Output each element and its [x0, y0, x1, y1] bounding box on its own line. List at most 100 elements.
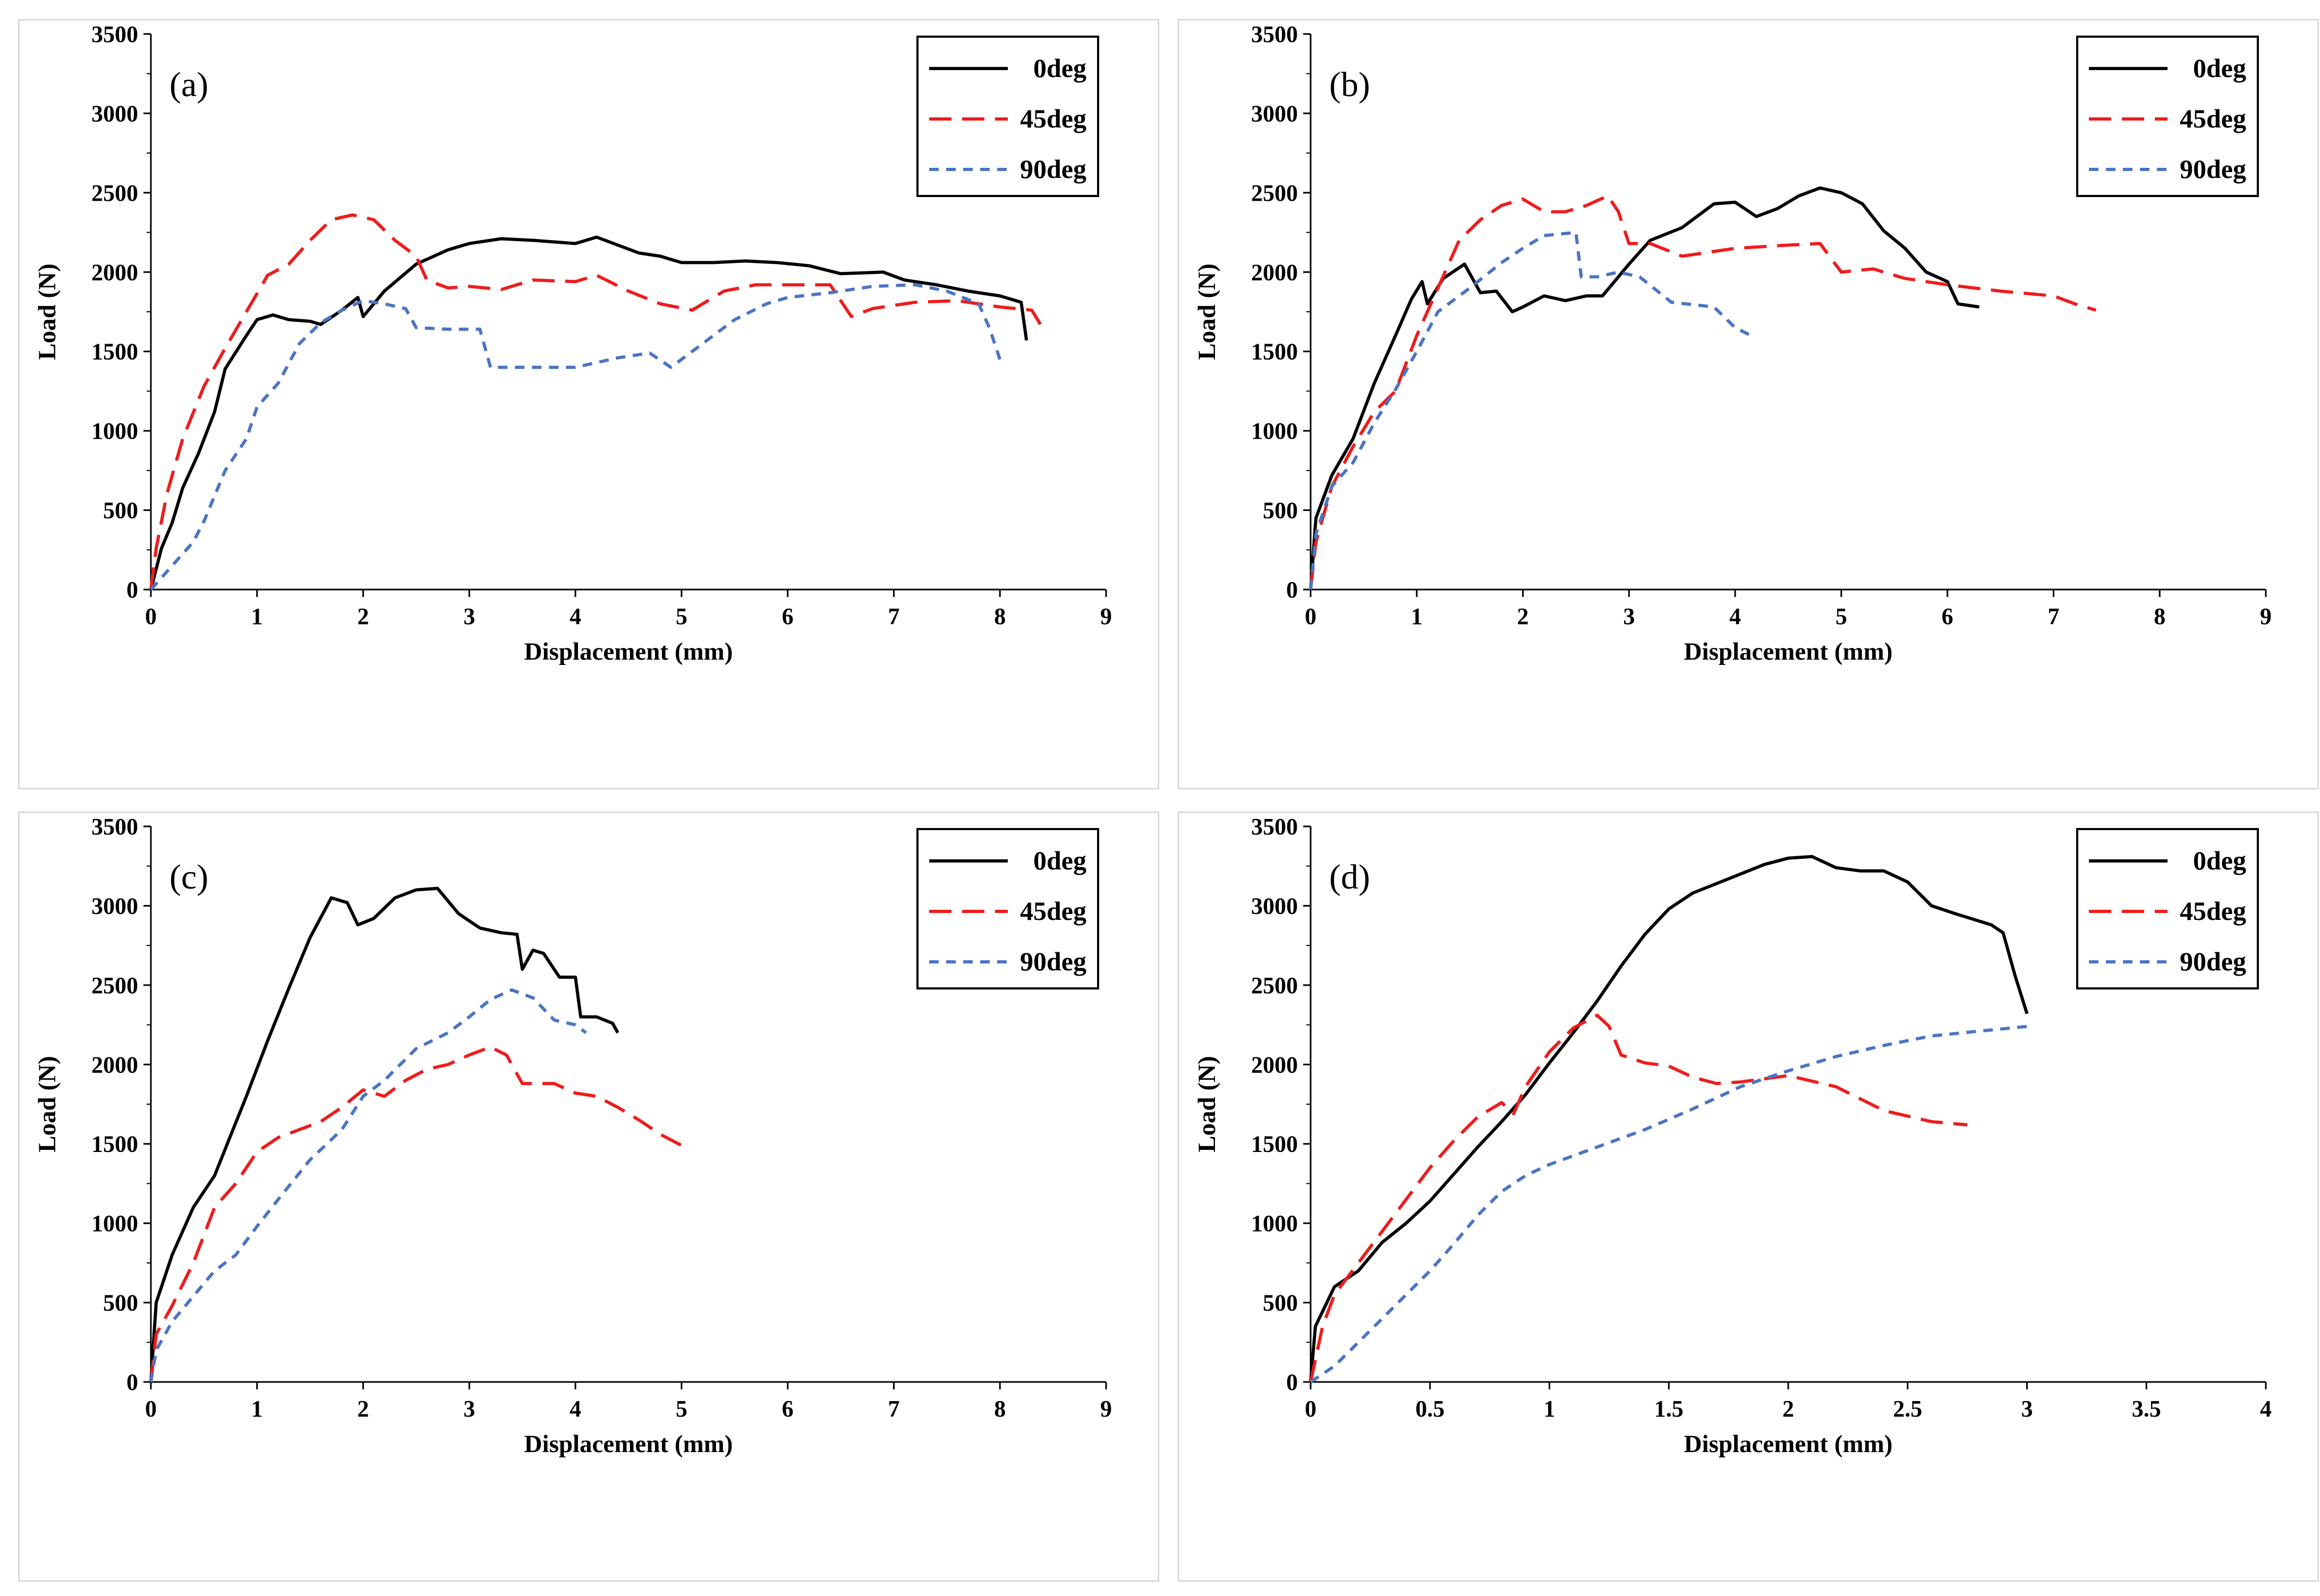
y-tick-label: 1000	[91, 1210, 138, 1236]
chart-panel-a: 0 500 1000 1500 2000 2500 3000 3500 0 1 2 3 4 5 6 7 8 9 Di…	[18, 19, 1159, 789]
y-axis-title: Load (N)	[1193, 1056, 1221, 1152]
y-tick-label: 500	[1263, 498, 1298, 524]
y-tick-label: 2500	[91, 972, 138, 998]
legend-label-45deg: 45deg	[1020, 104, 1086, 133]
chart-panel-b: 0 500 1000 1500 2000 2500 3000 3500 0 1 2 3 4 5 6 7 8 9 Di…	[1178, 19, 2319, 789]
series-line-90deg	[149, 988, 587, 1382]
x-tick-label: 1	[251, 1396, 263, 1422]
y-tick-label: 2500	[1251, 180, 1298, 206]
y-tick-label: 0	[1286, 1369, 1298, 1395]
legend: 0deg 45deg 90deg	[916, 36, 1099, 197]
x-tick-label: 6	[1942, 603, 1953, 629]
x-axis-title: Displacement (mm)	[1684, 638, 1893, 665]
x-tick-label: 1	[1544, 1396, 1556, 1422]
x-tick-label: 9	[1100, 603, 1112, 629]
x-tick-label: 1	[251, 603, 263, 629]
y-axis-title: Load (N)	[33, 263, 61, 360]
legend-label-45deg: 45deg	[1020, 896, 1086, 926]
y-tick-label: 3000	[91, 100, 138, 126]
series-line-90deg	[1309, 231, 1752, 590]
x-tick-label: 4	[570, 603, 581, 629]
series-line-0deg	[1309, 855, 2029, 1382]
x-tick-label: 9	[2260, 603, 2272, 629]
x-tick-label: 7	[2047, 603, 2059, 629]
x-tick-label: 4	[2260, 1396, 2272, 1422]
y-tick-label: 3000	[91, 893, 138, 919]
chart-panel-d: 0 500 1000 1500 2000 2500 3000 3500 0 0.5 1 1.5 2 2.5…	[1178, 812, 2319, 1582]
legend-label-90deg: 90deg	[1020, 154, 1086, 184]
x-tick-label: 6	[782, 1396, 794, 1422]
y-tick-label: 1500	[91, 1131, 138, 1157]
series-line-0deg	[149, 886, 619, 1382]
x-tick-label: 9	[1100, 1396, 1112, 1422]
x-tick-label: 0.5	[1415, 1396, 1444, 1422]
x-tick-label: 0	[145, 603, 157, 629]
x-tick-label: 3	[463, 603, 475, 629]
legend-label-0deg: 0deg	[2193, 53, 2246, 83]
legend-label-0deg: 0deg	[2193, 846, 2246, 875]
y-tick-label: 2000	[91, 259, 138, 285]
series-line-45deg	[149, 213, 1044, 590]
chart-svg: 0 500 1000 1500 2000 2500 3000 3500 0 1 2 3 4 5 6 7 8 9 Di…	[18, 19, 1159, 789]
y-tick-label: 3500	[1251, 21, 1298, 47]
x-axis-title: Displacement (mm)	[524, 638, 733, 665]
x-tick-label: 2	[358, 1396, 369, 1422]
legend-label-0deg: 0deg	[1033, 846, 1086, 875]
series-line-0deg	[149, 235, 1029, 590]
x-tick-label: 7	[888, 1396, 899, 1422]
y-tick-label: 1000	[1251, 1210, 1298, 1236]
y-tick-label: 2000	[91, 1052, 138, 1078]
x-tick-label: 1	[1411, 603, 1423, 629]
y-tick-label: 2000	[1251, 259, 1298, 285]
y-axis-title: Load (N)	[33, 1056, 61, 1152]
legend-label-45deg: 45deg	[2180, 896, 2246, 926]
series-line-0deg	[1309, 186, 1980, 590]
legend-label-90deg: 90deg	[2180, 946, 2246, 976]
x-tick-label: 3	[2021, 1396, 2033, 1422]
x-tick-label: 3	[1623, 603, 1635, 629]
y-tick-label: 3500	[91, 21, 138, 47]
legend-label-45deg: 45deg	[2180, 104, 2246, 133]
y-axis-title: Load (N)	[1193, 263, 1221, 360]
legend: 0deg 45deg 90deg	[2076, 828, 2259, 989]
panel-label: (c)	[169, 858, 208, 897]
x-tick-label: 6	[782, 603, 794, 629]
legend-box	[916, 36, 1099, 197]
chart-svg: 0 500 1000 1500 2000 2500 3000 3500 0 1 2 3 4 5 6 7 8 9 Di…	[1178, 19, 2319, 789]
x-tick-label: 5	[676, 1396, 687, 1422]
x-tick-label: 2	[1517, 603, 1529, 629]
x-tick-label: 0	[1305, 1396, 1316, 1422]
y-tick-label: 2500	[1251, 972, 1298, 998]
legend-label-90deg: 90deg	[2180, 154, 2246, 184]
y-tick-label: 0	[126, 1369, 138, 1395]
series-line-90deg	[149, 283, 1002, 591]
y-tick-label: 1000	[1251, 418, 1298, 444]
x-tick-label: 3	[463, 1396, 475, 1422]
x-tick-label: 8	[2154, 603, 2165, 629]
y-tick-label: 1500	[91, 339, 138, 365]
y-tick-label: 500	[103, 1290, 138, 1316]
x-tick-label: 4	[570, 1396, 581, 1422]
legend-label-0deg: 0deg	[1033, 53, 1086, 83]
y-tick-label: 3000	[1251, 893, 1298, 919]
x-tick-label: 8	[994, 603, 1006, 629]
series-line-45deg	[1309, 194, 2097, 590]
x-tick-label: 2	[358, 603, 369, 629]
legend-label-90deg: 90deg	[1020, 946, 1086, 976]
chart-panel-c: 0 500 1000 1500 2000 2500 3000 3500 0 1 2 3 4 5 6 7 8 9 Di…	[18, 812, 1159, 1582]
x-axis-title: Displacement (mm)	[524, 1430, 733, 1458]
series-line-90deg	[1310, 1025, 2027, 1384]
x-tick-label: 1.5	[1654, 1396, 1684, 1422]
x-tick-label: 5	[1835, 603, 1847, 629]
y-tick-label: 1500	[1251, 1131, 1298, 1157]
x-tick-label: 2.5	[1893, 1396, 1922, 1422]
panel-label: (b)	[1329, 65, 1370, 104]
x-tick-label: 4	[1729, 603, 1741, 629]
x-tick-label: 3.5	[2132, 1396, 2161, 1422]
x-tick-label: 0	[145, 1396, 157, 1422]
y-tick-label: 3500	[1251, 814, 1298, 840]
y-tick-label: 0	[126, 577, 138, 603]
x-tick-label: 0	[1305, 603, 1316, 629]
y-tick-label: 3500	[91, 814, 138, 840]
chart-svg: 0 500 1000 1500 2000 2500 3000 3500 0 1 2 3 4 5 6 7 8 9 Di…	[18, 812, 1159, 1582]
